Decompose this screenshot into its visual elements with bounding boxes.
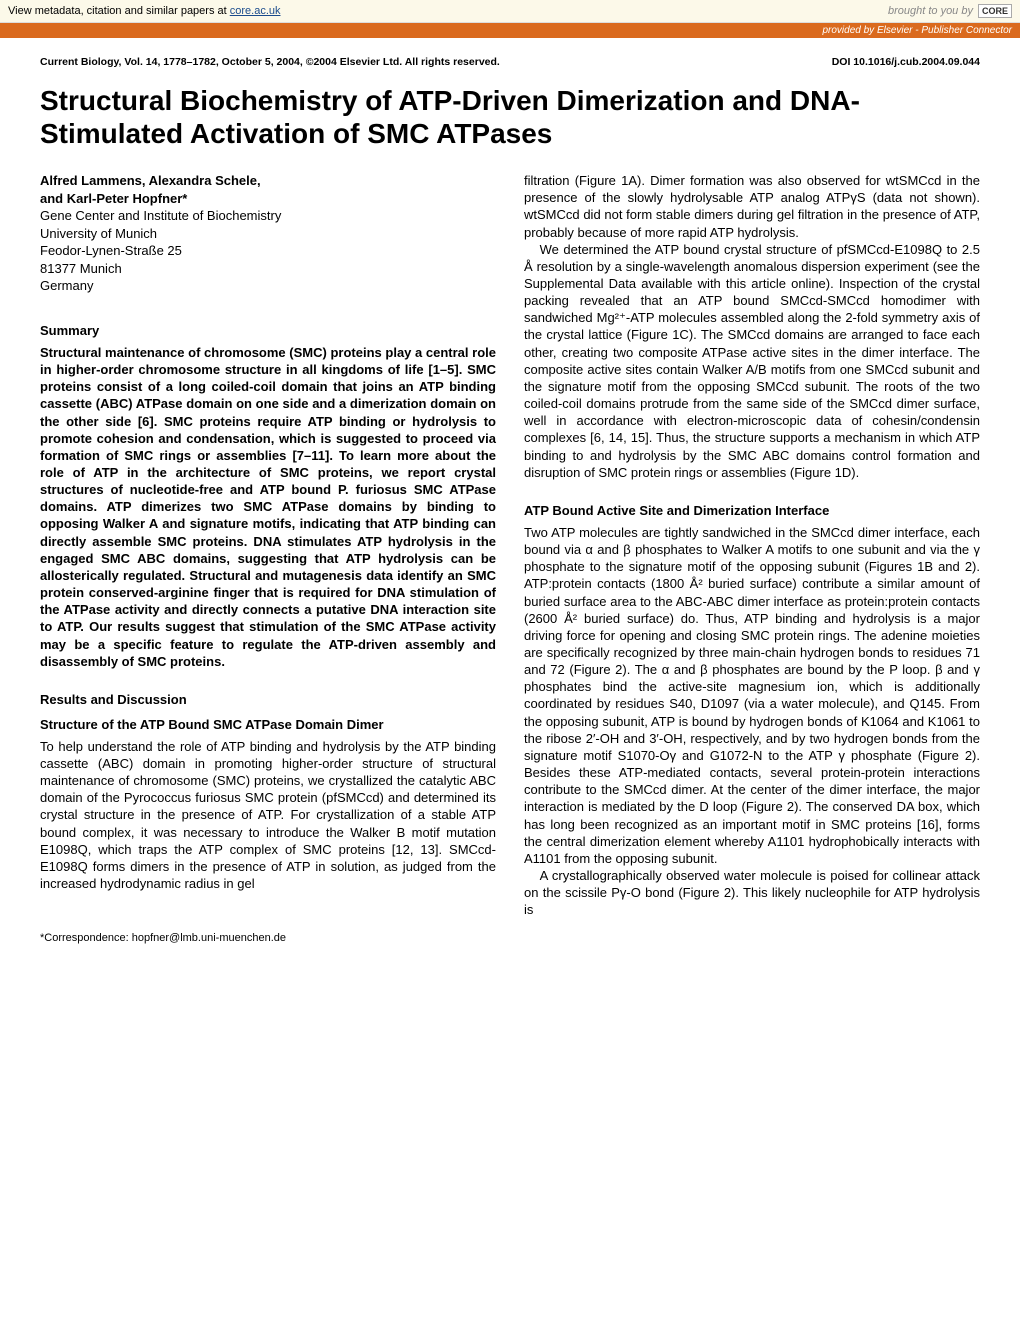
authors-line-2: and Karl-Peter Hopfner* bbox=[40, 190, 496, 208]
doi: DOI 10.1016/j.cub.2004.09.044 bbox=[832, 56, 980, 68]
banner-prefix: View metadata, citation and similar pape… bbox=[8, 5, 230, 17]
paragraph: Two ATP molecules are tightly sandwiched… bbox=[524, 524, 980, 867]
affiliation-line: University of Munich bbox=[40, 225, 496, 243]
active-site-subheading: ATP Bound Active Site and Dimerization I… bbox=[524, 503, 980, 518]
results-heading: Results and Discussion bbox=[40, 692, 496, 707]
correspondence-footnote: *Correspondence: hopfner@lmb.uni-muenche… bbox=[40, 932, 496, 944]
provider-name: Elsevier - Publisher Connector bbox=[877, 25, 1012, 36]
provider-bar: provided by Elsevier - Publisher Connect… bbox=[0, 23, 1020, 38]
right-body-block-2: Two ATP molecules are tightly sandwiched… bbox=[524, 524, 980, 919]
paragraph: filtration (Figure 1A). Dimer formation … bbox=[524, 172, 980, 241]
core-badge: brought to you by CORE bbox=[888, 4, 1012, 18]
journal-citation: Current Biology, Vol. 14, 1778–1782, Oct… bbox=[40, 56, 500, 68]
article-title: Structural Biochemistry of ATP-Driven Di… bbox=[40, 84, 980, 150]
page-content: Current Biology, Vol. 14, 1778–1782, Oct… bbox=[0, 38, 1020, 974]
right-body-block-1: filtration (Figure 1A). Dimer formation … bbox=[524, 172, 980, 481]
brought-by-label: brought to you by bbox=[888, 5, 973, 17]
provider-prefix: provided by bbox=[822, 25, 876, 36]
left-column: Alfred Lammens, Alexandra Schele, and Ka… bbox=[40, 172, 496, 944]
core-link[interactable]: core.ac.uk bbox=[230, 5, 281, 17]
running-head: Current Biology, Vol. 14, 1778–1782, Oct… bbox=[40, 56, 980, 68]
structure-subheading: Structure of the ATP Bound SMC ATPase Do… bbox=[40, 717, 496, 732]
paragraph: To help understand the role of ATP bindi… bbox=[40, 738, 496, 892]
affiliation-line: Germany bbox=[40, 277, 496, 295]
core-logo-icon: CORE bbox=[978, 4, 1012, 18]
summary-text: Structural maintenance of chromosome (SM… bbox=[40, 344, 496, 670]
affiliation-block: Gene Center and Institute of Biochemistr… bbox=[40, 207, 496, 295]
paragraph: We determined the ATP bound crystal stru… bbox=[524, 241, 980, 481]
right-column: filtration (Figure 1A). Dimer formation … bbox=[524, 172, 980, 944]
affiliation-line: 81377 Munich bbox=[40, 260, 496, 278]
authors-line-1: Alfred Lammens, Alexandra Schele, bbox=[40, 172, 496, 190]
banner-left: View metadata, citation and similar pape… bbox=[8, 5, 281, 17]
affiliation-line: Feodor-Lynen-Straße 25 bbox=[40, 242, 496, 260]
affiliation-line: Gene Center and Institute of Biochemistr… bbox=[40, 207, 496, 225]
two-column-layout: Alfred Lammens, Alexandra Schele, and Ka… bbox=[40, 172, 980, 944]
summary-heading: Summary bbox=[40, 323, 496, 338]
left-body-text: To help understand the role of ATP bindi… bbox=[40, 738, 496, 892]
paragraph: A crystallographically observed water mo… bbox=[524, 867, 980, 918]
author-list: Alfred Lammens, Alexandra Schele, and Ka… bbox=[40, 172, 496, 207]
metadata-banner: View metadata, citation and similar pape… bbox=[0, 0, 1020, 23]
